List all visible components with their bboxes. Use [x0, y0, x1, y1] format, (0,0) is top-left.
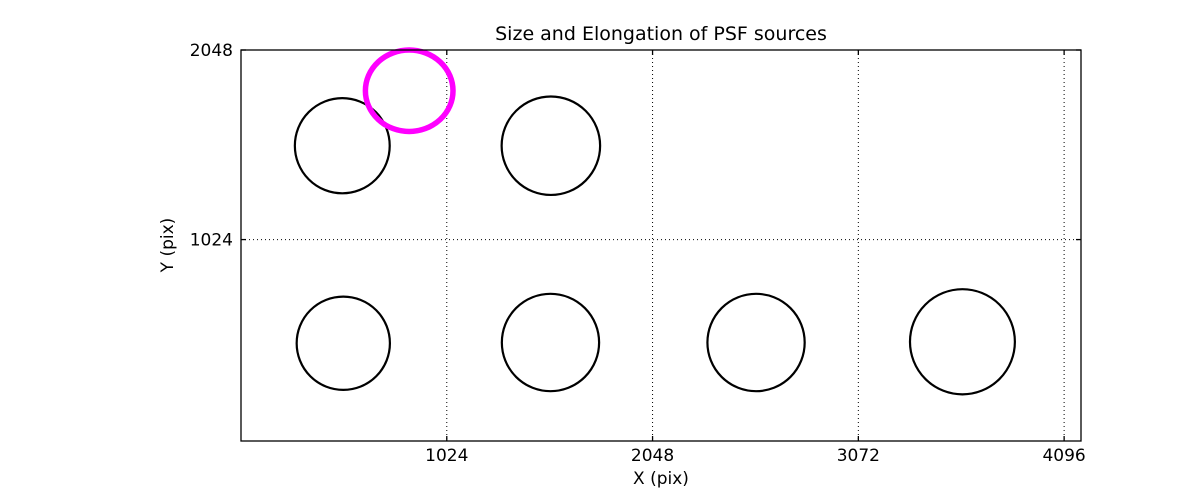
x-tick-label: 2048	[631, 446, 674, 466]
label-layer: Size and Elongation of PSF sources X (pi…	[158, 23, 827, 489]
y-axis-label: Y (pix)	[158, 218, 178, 274]
psf-source-ellipse	[295, 295, 392, 392]
y-tick-label: 1024	[190, 231, 233, 251]
psf-source-layer	[293, 47, 1016, 396]
tick-layer: 1024 2048 3072 4096 1024 2048	[190, 41, 1086, 466]
psf-source-ellipse	[500, 95, 602, 197]
psf-source-ellipse	[500, 292, 601, 393]
x-tick-label: 1024	[425, 446, 468, 466]
plot-border	[240, 49, 1082, 442]
psf-source-ellipse	[293, 97, 391, 195]
y-tick-label: 2048	[190, 41, 233, 61]
psf-source-ellipse	[706, 292, 806, 393]
x-axis-label: X (pix)	[633, 469, 689, 489]
x-tick-label: 3072	[837, 446, 880, 466]
psf-source-ellipse	[908, 288, 1016, 396]
chart-title: Size and Elongation of PSF sources	[495, 23, 827, 45]
x-tick-label: 4096	[1042, 446, 1085, 466]
